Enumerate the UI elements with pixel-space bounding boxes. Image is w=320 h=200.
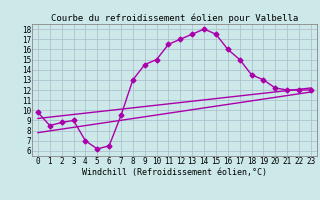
X-axis label: Windchill (Refroidissement éolien,°C): Windchill (Refroidissement éolien,°C) (82, 168, 267, 177)
Title: Courbe du refroidissement éolien pour Valbella: Courbe du refroidissement éolien pour Va… (51, 14, 298, 23)
